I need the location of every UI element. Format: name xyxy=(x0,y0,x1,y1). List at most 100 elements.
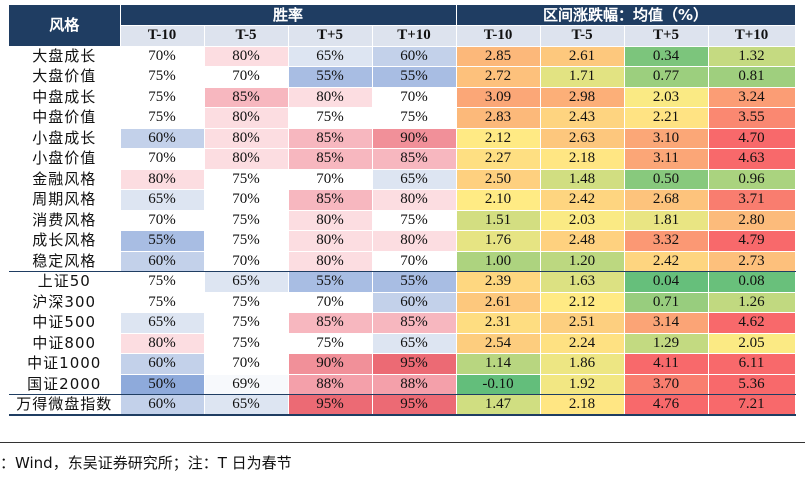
table-row: 国证2000 50% 69% 88% 88% -0.10 1.92 3.70 5.36 xyxy=(9,374,796,395)
change-cell: 2.18 xyxy=(540,394,625,416)
win-rate-cell: 70% xyxy=(204,353,289,375)
change-cell: 0.77 xyxy=(624,66,709,88)
win-rate-cell: 80% xyxy=(204,46,289,67)
win-rate-cell: 60% xyxy=(372,292,457,313)
change-cell: 2.31 xyxy=(455,312,541,334)
style-name-cell: 小盘成长 xyxy=(9,128,121,149)
change-cell: 2.21 xyxy=(624,107,709,129)
style-name-cell: 国证2000 xyxy=(9,374,121,395)
win-period-header: T+10 xyxy=(372,25,457,47)
style-name-cell: 上证50 xyxy=(9,271,121,293)
change-cell: 2.85 xyxy=(455,46,541,67)
change-cell: 1.00 xyxy=(455,251,541,272)
style-name-cell: 大盘价值 xyxy=(9,66,121,88)
change-cell: 2.03 xyxy=(624,87,709,108)
win-rate-cell: 85% xyxy=(288,128,373,149)
change-cell: 0.08 xyxy=(708,271,796,293)
table-row: 周期风格 65% 70% 85% 80% 2.10 2.42 2.68 3.71 xyxy=(9,189,796,211)
win-rate-cell: 90% xyxy=(372,128,457,149)
win-rate-cell: 60% xyxy=(120,353,205,375)
win-rate-cell: 65% xyxy=(120,189,205,211)
style-name-cell: 消费风格 xyxy=(9,210,121,231)
change-cell: 2.43 xyxy=(540,107,625,129)
style-name-cell: 成长风格 xyxy=(9,230,121,252)
table-row: 中盘价值 75% 80% 75% 75% 2.83 2.43 2.21 3.55 xyxy=(9,107,796,129)
change-cell: 1.81 xyxy=(624,210,709,231)
table-row: 大盘成长 70% 80% 65% 60% 2.85 2.61 0.34 1.32 xyxy=(9,46,796,67)
change-cell: 2.24 xyxy=(540,333,625,354)
win-rate-cell: 55% xyxy=(372,66,457,88)
change-cell: 4.70 xyxy=(708,128,796,149)
change-cell: 0.04 xyxy=(624,271,709,293)
change-cell: 1.51 xyxy=(455,210,541,231)
change-cell: 2.12 xyxy=(540,292,625,313)
win-rate-cell: 75% xyxy=(204,230,289,252)
change-cell: 2.42 xyxy=(540,189,625,211)
change-cell: 3.09 xyxy=(455,87,541,108)
change-cell: 2.61 xyxy=(540,46,625,67)
win-rate-cell: 55% xyxy=(288,66,373,88)
style-name-cell: 小盘价值 xyxy=(9,148,121,170)
win-rate-cell: 85% xyxy=(204,87,289,108)
change-cell: 5.36 xyxy=(708,374,796,395)
change-cell: 2.10 xyxy=(455,189,541,211)
style-name-cell: 稳定风格 xyxy=(9,251,121,272)
win-rate-cell: 75% xyxy=(288,107,373,129)
win-rate-cell: 75% xyxy=(120,271,205,293)
change-cell: 4.79 xyxy=(708,230,796,252)
change-cell: 1.71 xyxy=(540,66,625,88)
win-period-header: T-10 xyxy=(120,25,205,47)
win-rate-cell: 80% xyxy=(372,189,457,211)
change-cell: 1.48 xyxy=(540,169,625,190)
change-cell: 4.63 xyxy=(708,148,796,170)
win-rate-cell: 80% xyxy=(288,251,373,272)
change-cell: 2.83 xyxy=(455,107,541,129)
change-cell: 3.32 xyxy=(624,230,709,252)
change-cell: 2.80 xyxy=(708,210,796,231)
win-rate-cell: 55% xyxy=(120,230,205,252)
table-row: 成长风格 55% 75% 80% 80% 1.76 2.48 3.32 4.79 xyxy=(9,230,796,252)
change-cell: 2.03 xyxy=(540,210,625,231)
win-rate-cell: 75% xyxy=(120,292,205,313)
table-row: 金融风格 80% 75% 70% 65% 2.50 1.48 0.50 0.96 xyxy=(9,169,796,190)
win-rate-cell: 85% xyxy=(372,312,457,334)
win-rate-cell: 50% xyxy=(120,374,205,395)
table-row: 稳定风格 60% 70% 80% 70% 1.00 1.20 2.42 2.73 xyxy=(9,251,796,272)
table-row: 小盘成长 60% 80% 85% 90% 2.12 2.63 3.10 4.70 xyxy=(9,128,796,149)
style-name-cell: 大盘成长 xyxy=(9,46,121,67)
table-body: 大盘成长 70% 80% 65% 60% 2.85 2.61 0.34 1.32 大盘价值 75% 7… xyxy=(9,46,796,416)
table-row: 大盘价值 75% 70% 55% 55% 2.72 1.71 0.77 0.81 xyxy=(9,66,796,88)
change-cell: 1.14 xyxy=(455,353,541,375)
change-period-header: T+10 xyxy=(708,25,796,47)
table-row: 中证800 80% 75% 75% 65% 2.54 2.24 1.29 2.05 xyxy=(9,333,796,354)
win-rate-cell: 75% xyxy=(204,292,289,313)
change-cell: 0.71 xyxy=(624,292,709,313)
change-cell: 4.11 xyxy=(624,353,709,375)
style-name-cell: 万得微盘指数 xyxy=(9,394,121,416)
win-rate-cell: 80% xyxy=(120,169,205,190)
change-cell: 2.27 xyxy=(455,148,541,170)
table-row: 中盘成长 75% 85% 80% 70% 3.09 2.98 2.03 3.24 xyxy=(9,87,796,108)
win-rate-cell: 70% xyxy=(288,169,373,190)
win-rate-cell: 70% xyxy=(120,148,205,170)
win-period-header: T+5 xyxy=(288,25,373,47)
style-name-cell: 沪深300 xyxy=(9,292,121,313)
change-cell: 2.39 xyxy=(455,271,541,293)
win-rate-cell: 60% xyxy=(120,128,205,149)
change-cell: 2.72 xyxy=(455,66,541,88)
win-rate-cell: 80% xyxy=(120,333,205,354)
change-period-header: T+5 xyxy=(624,25,709,47)
change-cell: 3.24 xyxy=(708,87,796,108)
change-cell: 7.21 xyxy=(708,394,796,416)
table-row: 小盘价值 70% 80% 85% 85% 2.27 2.18 3.11 4.63 xyxy=(9,148,796,170)
win-rate-cell: 95% xyxy=(288,394,373,416)
win-rate-cell: 70% xyxy=(288,292,373,313)
win-rate-cell: 95% xyxy=(372,353,457,375)
change-cell: 1.26 xyxy=(708,292,796,313)
win-rate-cell: 55% xyxy=(372,271,457,293)
win-rate-cell: 75% xyxy=(372,107,457,129)
win-rate-cell: 80% xyxy=(204,107,289,129)
change-cell: 1.29 xyxy=(624,333,709,354)
change-cell: 6.11 xyxy=(708,353,796,375)
change-cell: 2.18 xyxy=(540,148,625,170)
